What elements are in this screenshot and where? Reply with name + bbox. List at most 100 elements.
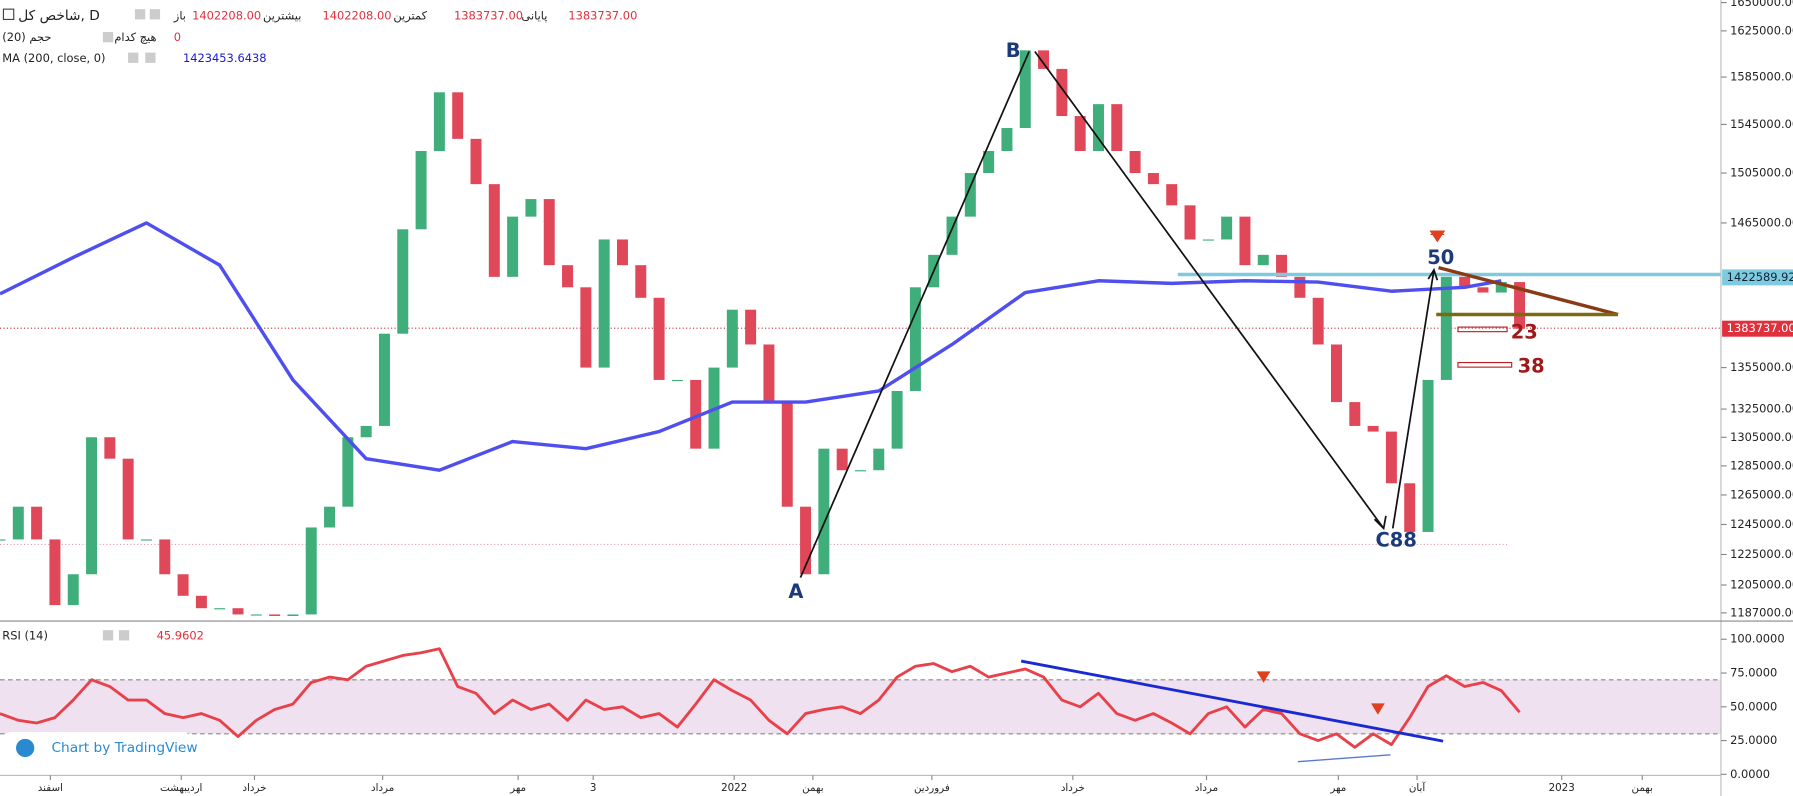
candle bbox=[525, 199, 537, 217]
icon[interactable] bbox=[149, 9, 161, 20]
candle bbox=[726, 309, 738, 368]
x-tick-label: بهمن bbox=[802, 782, 823, 794]
candle bbox=[1056, 68, 1068, 117]
candle bbox=[1074, 116, 1086, 151]
wave-label: 50 bbox=[1427, 246, 1454, 269]
candle bbox=[1202, 239, 1214, 241]
icon[interactable] bbox=[118, 630, 130, 641]
candle bbox=[397, 229, 409, 334]
candle bbox=[1477, 287, 1489, 293]
candle bbox=[86, 437, 98, 575]
collapse-button[interactable] bbox=[2, 8, 15, 21]
down-arrow bbox=[1256, 671, 1271, 683]
candle bbox=[1367, 425, 1379, 432]
icon[interactable] bbox=[102, 32, 114, 43]
candle bbox=[580, 287, 592, 368]
icon[interactable] bbox=[102, 630, 114, 641]
target-label: 23 bbox=[1511, 320, 1538, 343]
candle bbox=[1459, 276, 1471, 288]
candle bbox=[1166, 184, 1178, 206]
x-tick-label: آبان bbox=[1409, 781, 1427, 794]
candle bbox=[324, 506, 336, 528]
target-box bbox=[1457, 361, 1513, 368]
down-arrow bbox=[1371, 703, 1385, 715]
candle bbox=[49, 539, 61, 606]
candle bbox=[983, 150, 995, 174]
candle bbox=[891, 390, 903, 449]
rsi-trend-line bbox=[1020, 659, 1444, 743]
axes: 1650000.00 1625000.00 1585000.00 1545000.00… bbox=[38, 0, 1793, 794]
x-tick-label: مرداد bbox=[371, 782, 394, 794]
candle bbox=[232, 608, 244, 615]
candle bbox=[818, 448, 830, 575]
y-tick-label: 1505000.00 bbox=[1730, 166, 1793, 180]
icon[interactable] bbox=[128, 52, 139, 63]
candle bbox=[250, 614, 262, 616]
wave-label: B bbox=[1006, 39, 1021, 62]
wave-line bbox=[799, 51, 1030, 578]
candle bbox=[745, 309, 757, 345]
candle bbox=[836, 448, 848, 471]
candle bbox=[507, 216, 519, 277]
candle bbox=[1404, 483, 1416, 532]
x-tick-label: فروردین bbox=[914, 782, 950, 794]
drawings: A B C88 50 23 38 bbox=[788, 39, 1721, 763]
x-tick-label: اردیبهشت bbox=[160, 782, 202, 794]
candle bbox=[543, 199, 555, 266]
volume-mode: هیچ کدام bbox=[114, 30, 156, 44]
x-tick-label: بهمن bbox=[1632, 782, 1653, 794]
y-tick-label: 1225000.00 bbox=[1730, 547, 1793, 561]
arrow-head bbox=[1427, 267, 1439, 281]
watermark[interactable]: Chart by TradingView bbox=[51, 740, 197, 756]
price-label-box bbox=[1722, 269, 1793, 286]
candle bbox=[1257, 254, 1269, 266]
x-tick-label: خرداد bbox=[242, 782, 266, 794]
watermark-logo bbox=[16, 738, 35, 758]
y-tick-label: 1625000.00 bbox=[1730, 23, 1793, 37]
candle bbox=[854, 470, 866, 472]
ma-title: MA (200, close, 0) bbox=[2, 51, 105, 65]
candle bbox=[1111, 104, 1123, 151]
rsi-band bbox=[0, 679, 1721, 734]
x-tick-label: خرداد bbox=[1061, 782, 1085, 794]
icon[interactable] bbox=[134, 9, 146, 20]
wave-label: C88 bbox=[1376, 528, 1417, 551]
candle bbox=[671, 379, 683, 382]
candle bbox=[1092, 104, 1104, 151]
divergence-arrow bbox=[1297, 754, 1391, 763]
low-value: 1383737.00 bbox=[454, 9, 523, 23]
candle bbox=[964, 173, 976, 217]
candle bbox=[104, 437, 116, 459]
candle bbox=[1312, 297, 1324, 345]
y-tick-label: 1585000.00 bbox=[1730, 70, 1793, 84]
wave-label: A bbox=[788, 580, 803, 603]
candle bbox=[31, 506, 43, 540]
candle bbox=[1129, 150, 1141, 174]
price-label: 1422589.92 bbox=[1727, 270, 1793, 284]
candle bbox=[598, 239, 610, 368]
candle bbox=[690, 379, 702, 449]
candle bbox=[1330, 344, 1342, 403]
candle bbox=[1001, 128, 1013, 151]
y-tick-label: 1325000.00 bbox=[1730, 402, 1793, 416]
rsi-title: RSI (14) bbox=[2, 628, 48, 642]
y-tick-label: 1187000.00 bbox=[1730, 605, 1793, 619]
rsi-value: 45.9602 bbox=[157, 628, 204, 642]
candle bbox=[140, 539, 152, 541]
candle bbox=[0, 539, 6, 541]
y-tick-label: 1265000.00 bbox=[1730, 487, 1793, 501]
candle bbox=[415, 150, 427, 230]
candle bbox=[214, 608, 226, 610]
x-tick-label: 2022 bbox=[721, 782, 747, 794]
candle bbox=[1038, 50, 1050, 69]
y-tick-label: 100.0000 bbox=[1730, 632, 1784, 646]
icon[interactable] bbox=[145, 52, 156, 63]
candle bbox=[67, 574, 79, 606]
y-tick-label: 1285000.00 bbox=[1730, 458, 1793, 472]
candle bbox=[433, 92, 445, 151]
candle bbox=[269, 614, 281, 617]
y-tick-label: 1205000.00 bbox=[1730, 577, 1793, 591]
down-arrow bbox=[1429, 230, 1446, 243]
candle bbox=[12, 506, 24, 540]
wave-line bbox=[1391, 269, 1435, 529]
